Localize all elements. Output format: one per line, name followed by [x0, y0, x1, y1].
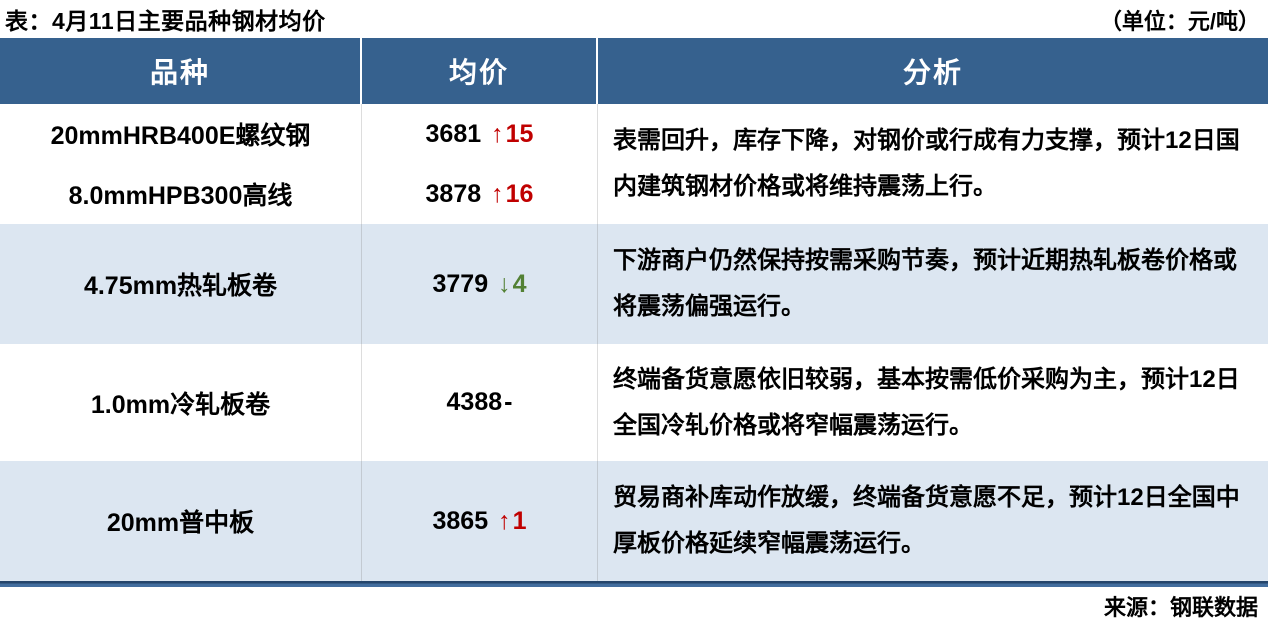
price-cell: 3779 ↓4 [362, 224, 598, 344]
price-cell: 4388- [362, 344, 598, 461]
source-bar: 来源：钢联数据 [0, 587, 1268, 625]
analysis-cell: 下游商户仍然保持按需采购节奏，预计近期热轧板卷价格或将震荡偏强运行。 [598, 224, 1268, 344]
price-change: 15 [505, 119, 534, 148]
price-cell: 3865 ↑1 [362, 461, 598, 581]
product-name: 20mm普中板 [106, 509, 255, 537]
price-value: 3878 ↑16 [426, 180, 534, 209]
table-header-row: 品种 均价 分析 [0, 38, 1268, 104]
price-value: 3779 ↓4 [432, 270, 526, 299]
price-number: 3779 [432, 269, 489, 298]
analysis-cell: 终端备货意愿依旧较弱，基本按需低价采购为主，预计12日全国冷轧价格或将窄幅震荡运… [598, 344, 1268, 461]
table-bottom-border [0, 581, 1268, 587]
price-number: 4388 [446, 388, 503, 416]
variety-cell: 20mmHRB400E螺纹钢 8.0mmHPB300高线 [0, 104, 362, 224]
price-number: 3681 [425, 119, 482, 148]
price-change: 4 [512, 269, 527, 298]
analysis-cell: 贸易商补库动作放缓，终端备货意愿不足，预计12日全国中厚板价格延续窄幅震荡运行。 [598, 461, 1268, 581]
variety-cell: 1.0mm冷轧板卷 [0, 344, 362, 461]
price-change: - [504, 388, 513, 416]
up-arrow-icon: ↑ [498, 506, 511, 535]
product-name: 8.0mmHPB300高线 [68, 182, 293, 210]
variety-cell: 20mm普中板 [0, 461, 362, 581]
analysis-cell: 表需回升，库存下降，对钢价或行成有力支撑，预计12日国内建筑钢材价格或将维持震荡… [598, 104, 1268, 224]
table-row: 4.75mm热轧板卷 3779 ↓4 下游商户仍然保持按需采购节奏，预计近期热轧板… [0, 224, 1268, 344]
down-arrow-icon: ↓ [498, 269, 511, 298]
table-row: 1.0mm冷轧板卷 4388- 终端备货意愿依旧较弱，基本按需低价采购为主，预计… [0, 344, 1268, 461]
header-cell-analysis: 分析 [902, 57, 963, 88]
header-cell-variety: 品种 [0, 38, 362, 104]
price-value: 3865 ↑1 [432, 507, 526, 536]
price-table: 品种 均价 分析 20mmHRB400E螺纹钢 8.0mmHPB300高线 36… [0, 38, 1268, 587]
product-name: 4.75mm热轧板卷 [83, 272, 278, 300]
price-number: 3878 [425, 179, 482, 208]
table-row: 20mm普中板 3865 ↑1 贸易商补库动作放缓，终端备货意愿不足，预计12日全… [0, 461, 1268, 581]
analysis-text: 下游商户仍然保持按需采购节奏，预计近期热轧板卷价格或将震荡偏强运行。 [613, 247, 1237, 320]
price-cell: 3681 ↑15 3878 ↑16 [362, 104, 598, 224]
price-number: 3865 [432, 506, 489, 535]
analysis-text: 终端备货意愿依旧较弱，基本按需低价采购为主，预计12日全国冷轧价格或将窄幅震荡运… [613, 365, 1240, 439]
product-name: 20mmHRB400E螺纹钢 [50, 122, 311, 150]
price-change: 16 [505, 179, 534, 208]
up-arrow-icon: ↑ [491, 119, 504, 148]
page-title: 表：4月11日主要品种钢材均价 [5, 8, 326, 34]
up-arrow-icon: ↑ [491, 179, 504, 208]
caption-bar: 表：4月11日主要品种钢材均价 （单位：元/吨） [0, 0, 1268, 38]
table-row: 20mmHRB400E螺纹钢 8.0mmHPB300高线 3681 ↑15 387… [0, 104, 1268, 224]
analysis-text: 贸易商补库动作放缓，终端备货意愿不足，预计12日全国中厚板价格延续窄幅震荡运行。 [613, 484, 1240, 557]
source-label: 来源：钢联数据 [1103, 595, 1258, 620]
price-value: 4388- [447, 388, 513, 417]
price-value: 3681 ↑15 [426, 120, 534, 149]
product-name: 1.0mm冷轧板卷 [90, 390, 271, 419]
header-cell-avg-price: 均价 [362, 38, 598, 104]
variety-cell: 4.75mm热轧板卷 [0, 224, 362, 344]
unit-label: （单位：元/吨） [1099, 9, 1260, 34]
price-change: 1 [512, 506, 527, 535]
analysis-text: 表需回升，库存下降，对钢价或行成有力支撑，预计12日国内建筑钢材价格或将维持震荡… [613, 127, 1240, 200]
